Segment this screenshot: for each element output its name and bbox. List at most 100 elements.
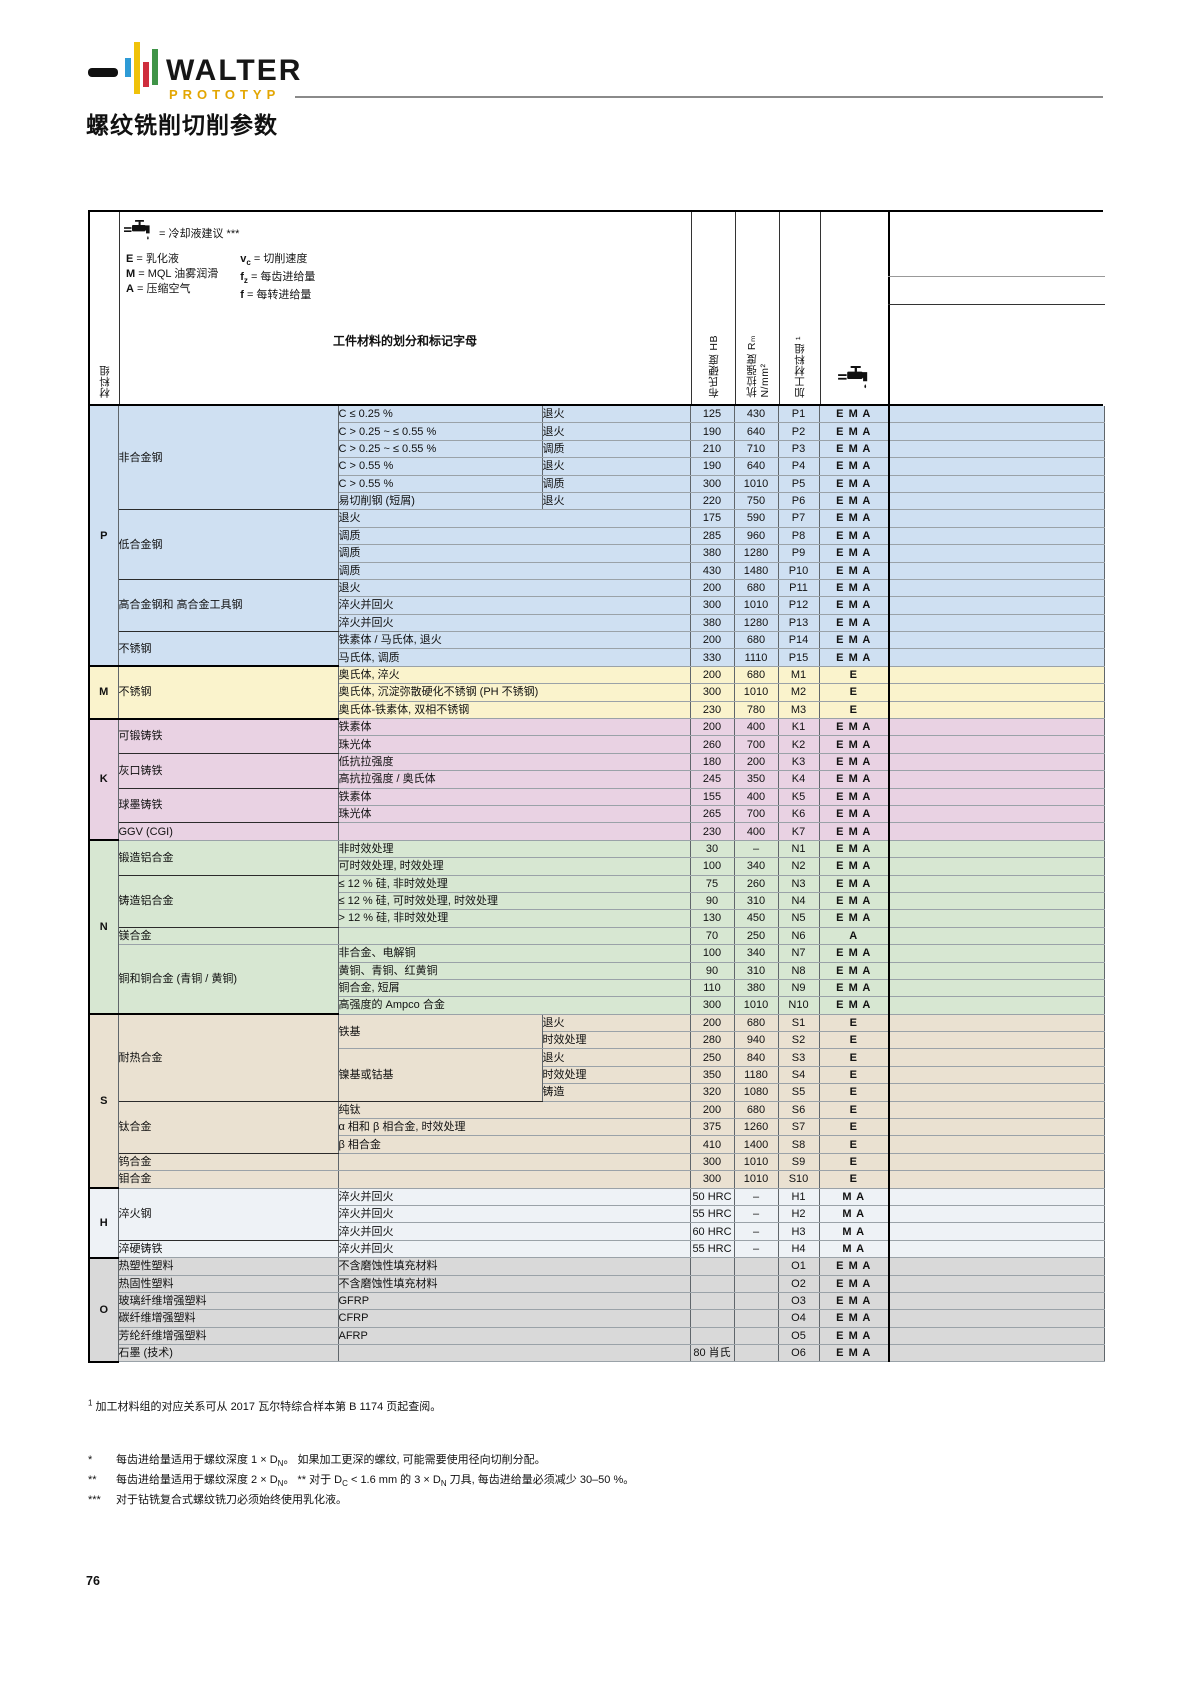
machining-group-cell: S2 xyxy=(777,1031,820,1050)
legend: E = 乳化液 M = MQL 油雾润滑 A = 压缩空气 vc = 切削速度 … xyxy=(126,252,315,307)
header-divider xyxy=(779,212,780,404)
coolant-code-cell: E M A xyxy=(818,892,890,911)
empty-parameter-cell xyxy=(888,596,1105,615)
machining-group-cell: K1 xyxy=(777,718,820,737)
table-row: 钼合金 300 1010 S10 E xyxy=(89,1170,1105,1189)
machining-group-cell: P15 xyxy=(777,648,820,667)
material-name-cell: 耐热合金 xyxy=(117,1014,339,1102)
legend-item: E = 乳化液 xyxy=(126,253,179,265)
tensile-strength-cell: 1080 xyxy=(733,1083,779,1102)
material-name-cell: GGV (CGI) xyxy=(117,822,339,841)
tensile-strength-cell: 430 xyxy=(733,406,779,424)
hardness-cell xyxy=(689,1309,735,1328)
material-name-cell: 石墨 (技术) xyxy=(117,1344,339,1363)
machining-group-cell: S3 xyxy=(777,1048,820,1067)
machining-group-cell: M1 xyxy=(777,666,820,685)
tensile-strength-cell: 1110 xyxy=(733,648,779,667)
coolant-code-cell: E M A xyxy=(818,840,890,859)
material-name-cell: 非合金钢 xyxy=(117,406,339,511)
condition-cell: 调质 xyxy=(541,440,691,459)
legend-item: A = 压缩空气 xyxy=(126,283,191,295)
tensile-strength-cell: 400 xyxy=(733,788,779,806)
table-row: 易切削钢 (短屑) 退火 220 750 P6 E M A xyxy=(89,492,1105,511)
table-row: 淬火并回火 300 1010 P12 E M A xyxy=(89,596,1105,615)
tensile-strength-cell: – xyxy=(733,840,779,859)
coolant-code-cell: E xyxy=(818,1101,890,1120)
material-desc-cell: 铁素体 / 马氏体, 退火 xyxy=(337,631,691,650)
empty-parameter-cell xyxy=(888,1118,1105,1137)
empty-parameter-cell xyxy=(888,927,1105,946)
empty-parameter-cell xyxy=(888,1257,1105,1276)
hardness-cell: 380 xyxy=(689,544,735,563)
material-desc-cell: 调质 xyxy=(337,527,691,546)
hardness-cell: 90 xyxy=(689,892,735,911)
coolant-code-cell: E M A xyxy=(818,648,890,667)
logo-wordmark: WALTER xyxy=(166,54,303,87)
footnote-row: * 每齿进给量适用于螺纹深度 1 × DN。 如果加工更深的螺纹, 可能需要使用径… xyxy=(88,1454,546,1469)
material-desc-cell: C > 0.55 % xyxy=(337,457,543,476)
hardness-cell xyxy=(689,1327,735,1346)
material-desc-cell: 奥氏体, 沉淀弥散硬化不锈钢 (PH 不锈钢) xyxy=(337,683,691,702)
material-desc-cell: GFRP xyxy=(337,1292,691,1311)
empty-parameter-cell xyxy=(888,962,1105,980)
material-desc-cell xyxy=(337,822,691,841)
empty-parameter-cell xyxy=(888,509,1105,528)
tensile-strength-cell: 680 xyxy=(733,666,779,685)
table-row: α 相和 β 相合金, 时效处理 375 1260 S7 E xyxy=(89,1118,1105,1137)
empty-parameter-cell xyxy=(888,544,1105,563)
empty-parameter-cell xyxy=(888,527,1105,546)
empty-parameter-cell xyxy=(888,857,1105,876)
tensile-strength-cell: 340 xyxy=(733,944,779,963)
tensile-strength-cell: 1280 xyxy=(733,614,779,633)
empty-parameter-cell xyxy=(888,840,1105,859)
hb-header: 布氏硬度 HB xyxy=(707,334,720,398)
hardness-cell: 350 xyxy=(689,1066,735,1085)
tensile-strength-cell: 1010 xyxy=(733,683,779,702)
empty-parameter-cell xyxy=(888,492,1105,511)
coolant-code-cell: E M A xyxy=(818,1292,890,1311)
page-number: 76 xyxy=(86,1574,100,1588)
tensile-strength-cell: 640 xyxy=(733,457,779,476)
empty-parameter-cell xyxy=(888,753,1105,772)
walter-prototyp-logo: WALTER PROTOTYP xyxy=(88,40,348,102)
table-row: 镍基或钴基 退火 250 840 S3 E xyxy=(89,1048,1105,1102)
hardness-cell: 200 xyxy=(689,1014,735,1033)
table-row: 奥氏体-铁素体, 双相不锈钢 230 780 M3 E xyxy=(89,701,1105,720)
table-row: > 12 % 硅, 非时效处理 130 450 N5 E M A xyxy=(89,909,1105,928)
header-divider xyxy=(820,212,821,404)
tensile-strength-cell: 1260 xyxy=(733,1118,779,1137)
material-name-cell: 可锻铸铁 xyxy=(117,718,339,754)
hardness-cell: 210 xyxy=(689,440,735,459)
machining-group-cell: S7 xyxy=(777,1118,820,1137)
material-desc-cell: β 相合金 xyxy=(337,1135,691,1154)
empty-parameter-cell xyxy=(888,1309,1105,1328)
table-row: 奥氏体, 沉淀弥散硬化不锈钢 (PH 不锈钢) 300 1010 M2 E xyxy=(89,683,1105,702)
coolant-code-cell: E M A xyxy=(818,753,890,772)
hardness-cell: 200 xyxy=(689,718,735,737)
hardness-cell: 300 xyxy=(689,996,735,1015)
material-name-cell: 镁合金 xyxy=(117,927,339,946)
coolant-code-cell: E M A xyxy=(818,1275,890,1293)
machining-group-cell: N10 xyxy=(777,996,820,1015)
tensile-strength-cell: 310 xyxy=(733,962,779,980)
condition-cell: 退火 xyxy=(541,457,691,476)
empty-parameter-cell xyxy=(888,1170,1105,1189)
coolant-code-cell: E M A xyxy=(818,962,890,980)
empty-parameter-cell xyxy=(888,805,1105,824)
machining-group-cell: P5 xyxy=(777,475,820,493)
empty-parameter-cell xyxy=(888,1048,1105,1067)
tensile-strength-cell: 450 xyxy=(733,909,779,928)
tensile-strength-cell: 1010 xyxy=(733,1170,779,1189)
machining-group-cell: N2 xyxy=(777,857,820,876)
hardness-cell: 300 xyxy=(689,475,735,493)
machining-group-cell: S1 xyxy=(777,1014,820,1033)
material-desc-cell: ≤ 12 % 硅, 非时效处理 xyxy=(337,875,691,893)
table-row: 高抗拉强度 / 奥氏体 245 350 K4 E M A xyxy=(89,770,1105,789)
material-desc-cell: 淬火并回火 xyxy=(337,1222,691,1241)
empty-parameter-cell xyxy=(888,1275,1105,1293)
coolant-code-cell: M A xyxy=(818,1240,890,1259)
hardness-cell: 330 xyxy=(689,648,735,667)
faucet-icon xyxy=(124,220,152,245)
material-desc-cell xyxy=(337,1344,691,1363)
